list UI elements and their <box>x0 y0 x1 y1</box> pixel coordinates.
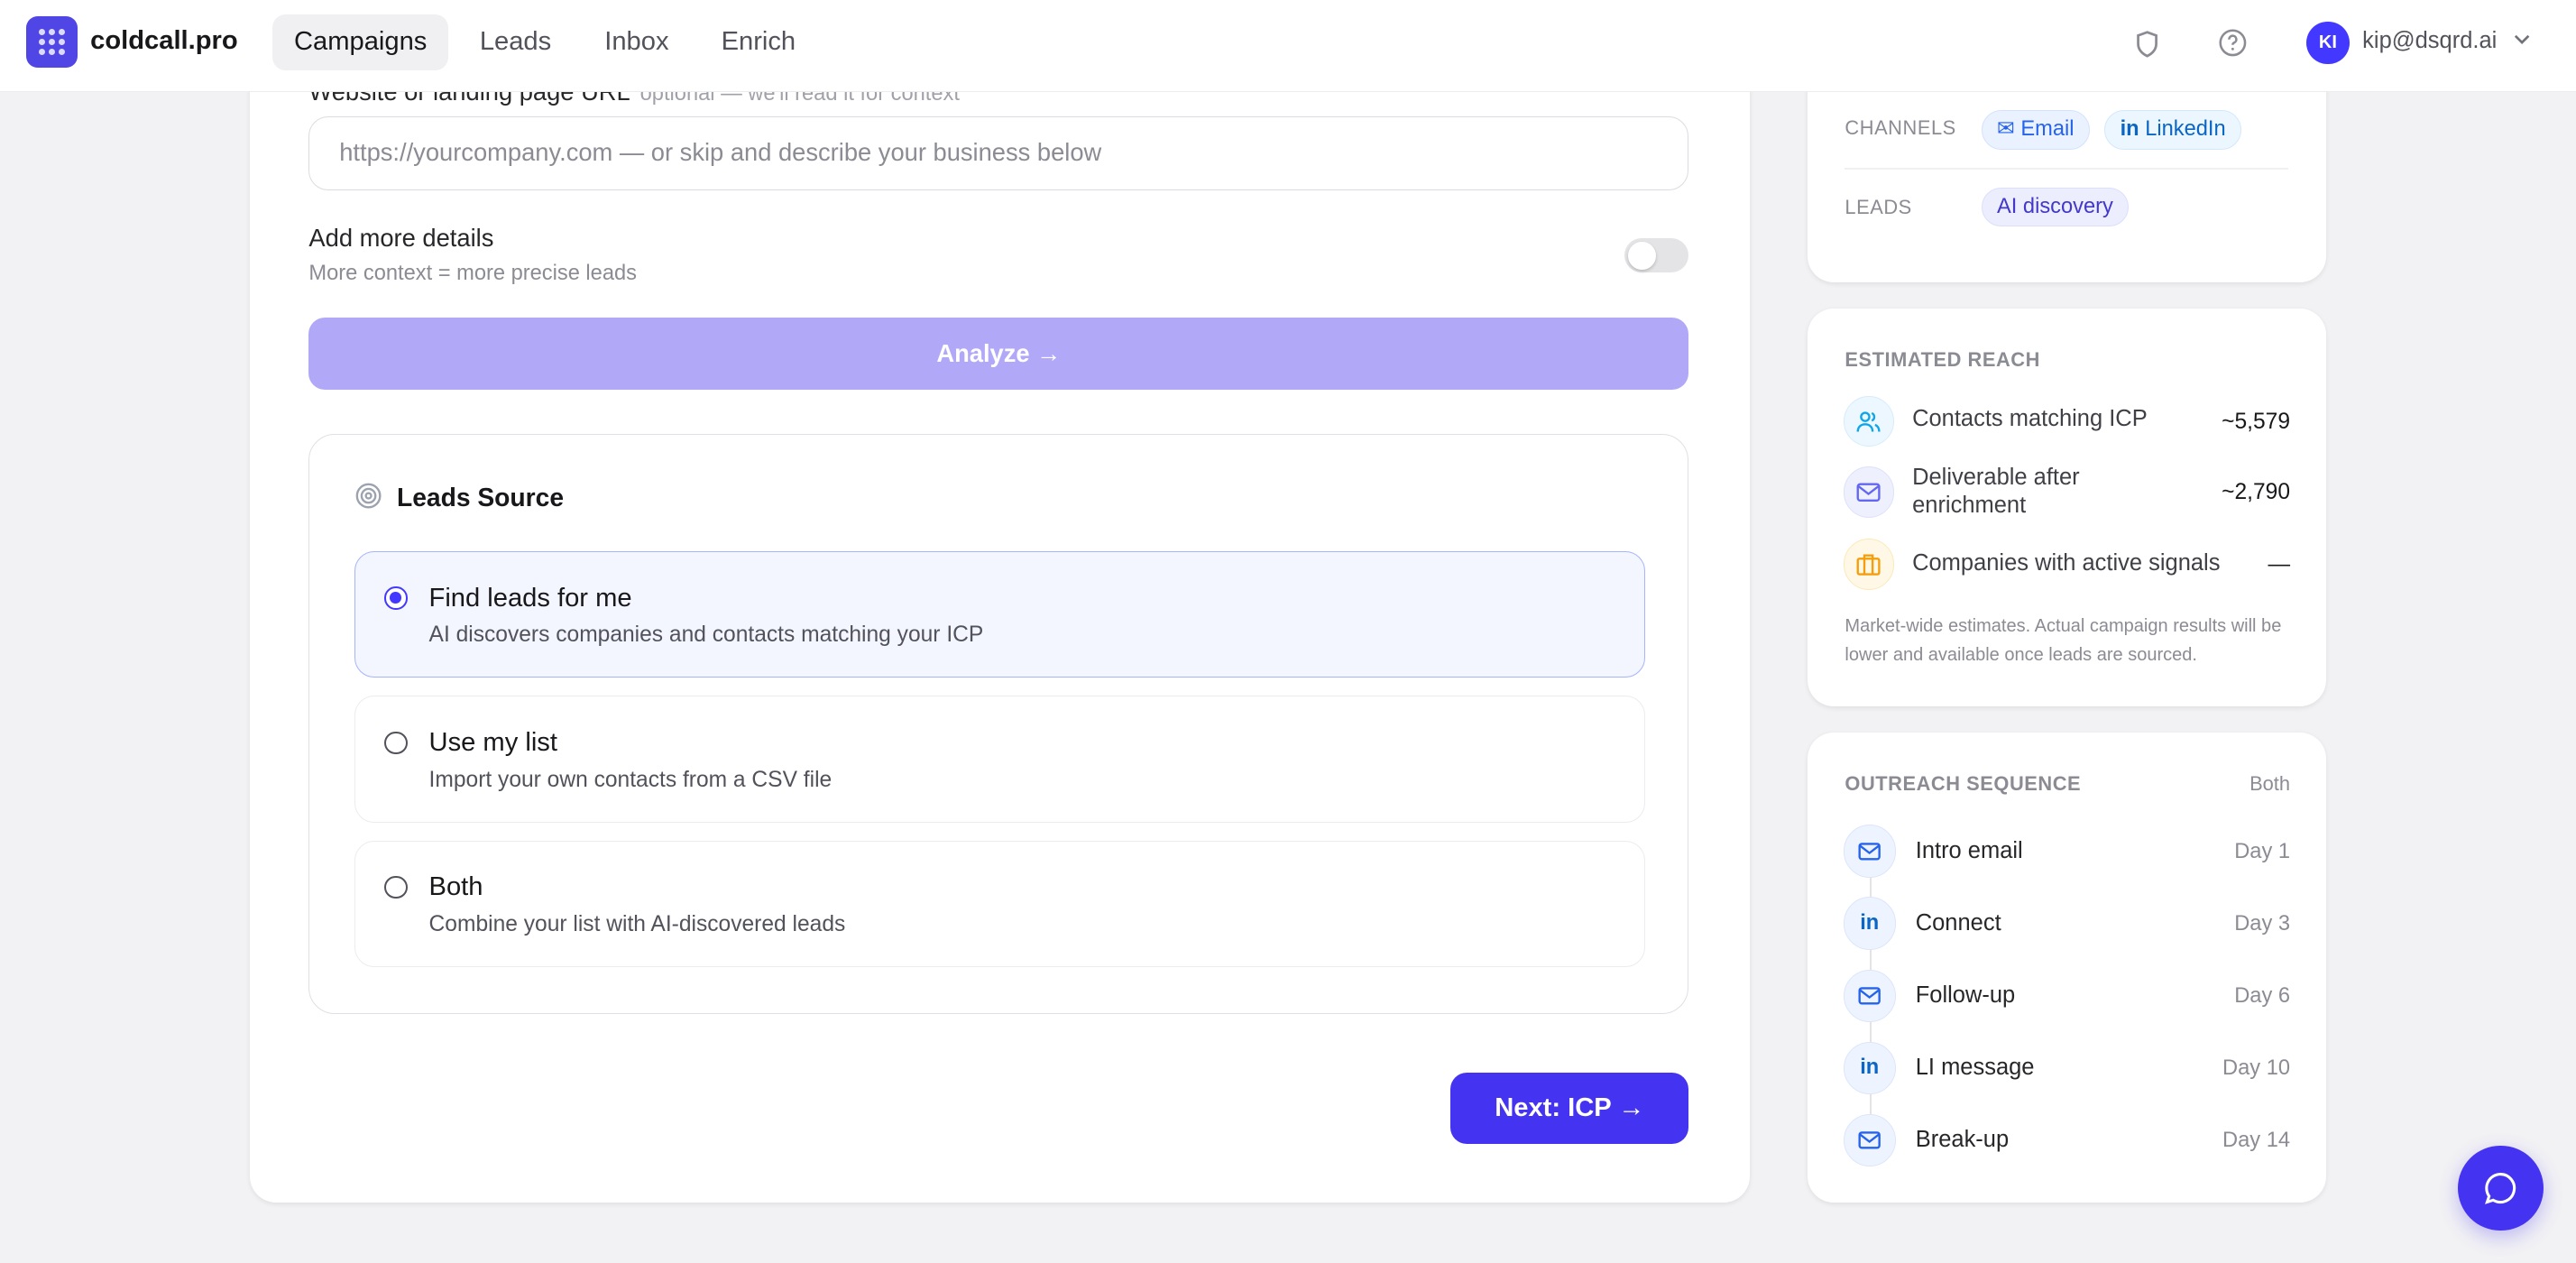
linkedin-icon: in <box>1843 1041 1896 1095</box>
chip-linkedin: in LinkedIn <box>2104 110 2242 150</box>
sequence-step-label: Break-up <box>1915 1127 2010 1153</box>
leads-source-title: Leads Source <box>396 482 565 512</box>
sequence-step-label: Intro email <box>1915 837 2023 863</box>
option-use-my-list[interactable]: Use my list Import your own contacts from… <box>354 696 1646 823</box>
briefcase-icon <box>1843 539 1895 590</box>
chip-email: ✉ Email <box>1981 110 2090 150</box>
nav-enrich[interactable]: Enrich <box>721 27 796 57</box>
sequence-step-day: Day 14 <box>2222 1129 2291 1153</box>
option-find-leads[interactable]: Find leads for me AI discovers companies … <box>354 551 1646 678</box>
sequence-step-label: Follow-up <box>1915 982 2016 1009</box>
mail-icon <box>1843 969 1896 1022</box>
details-sub: More context = more precise leads <box>308 261 637 285</box>
linkedin-icon: in <box>2120 117 2139 142</box>
reach-label: Companies with active signals <box>1912 550 2221 576</box>
sequence-step-day: Day 1 <box>2234 839 2291 863</box>
avatar[interactable]: KI <box>2306 21 2350 65</box>
reach-value: ~2,790 <box>2222 479 2291 504</box>
chevron-down-icon[interactable] <box>2514 34 2530 46</box>
estimated-reach-card: ESTIMATED REACH Contacts matching ICP ~5… <box>1807 309 2327 707</box>
reach-label: Deliverable after enrichment <box>1912 464 2080 518</box>
user-email[interactable]: kip@dsqrd.ai <box>2362 27 2498 53</box>
shield-icon[interactable] <box>2134 30 2160 60</box>
option-title: Find leads for me <box>428 583 632 613</box>
users-icon <box>1843 395 1895 447</box>
leads-source-panel: Leads Source Find leads for me AI discove… <box>308 433 1689 1014</box>
option-both[interactable]: Both Combine your list with AI-discovered… <box>354 840 1646 967</box>
next-icp-button[interactable]: Next: ICP → <box>1450 1073 1689 1144</box>
divider <box>1845 167 2289 170</box>
help-icon[interactable] <box>2218 28 2248 58</box>
option-title: Use my list <box>428 728 557 758</box>
sequence-step-day: Day 10 <box>2222 1056 2291 1081</box>
reach-title: ESTIMATED REACH <box>1845 348 2040 372</box>
option-title: Both <box>428 872 483 902</box>
linkedin-icon: in <box>1843 897 1896 950</box>
analyze-button[interactable]: Analyze → <box>308 317 1689 390</box>
mail-icon <box>1843 825 1896 878</box>
nav-inbox[interactable]: Inbox <box>604 27 669 57</box>
sequence-title: OUTREACH SEQUENCE <box>1845 772 2082 796</box>
reach-label: Contacts matching ICP <box>1912 405 2148 431</box>
sequence-step-day: Day 6 <box>2234 984 2291 1009</box>
radio-selected[interactable] <box>384 586 408 610</box>
outreach-sequence-card: OUTREACH SEQUENCE Both Intro email Day 1… <box>1807 733 2327 1203</box>
details-toggle[interactable] <box>1624 238 1689 273</box>
nav-campaigns[interactable]: Campaigns <box>272 14 449 71</box>
option-desc: AI discovers companies and contacts matc… <box>428 622 984 648</box>
leads-label: LEADS <box>1845 195 1912 218</box>
nav-leads[interactable]: Leads <box>479 27 552 57</box>
reach-note: Market-wide estimates. Actual campaign r… <box>1845 615 2282 666</box>
mail-icon <box>1843 1113 1896 1167</box>
reach-value: — <box>2268 551 2291 576</box>
sequence-mode: Both <box>2249 772 2291 796</box>
chip-label: Email <box>2020 117 2075 142</box>
option-desc: Import your own contacts from a CSV file <box>428 767 833 792</box>
target-icon <box>356 483 382 509</box>
sequence-step-day: Day 3 <box>2234 911 2291 936</box>
chip-ai-discovery: AI discovery <box>1981 187 2130 227</box>
chat-icon <box>2485 1172 2516 1204</box>
radio[interactable] <box>384 875 408 899</box>
channels-label: CHANNELS <box>1845 116 1956 140</box>
mail-icon <box>1843 466 1895 518</box>
chip-label: LinkedIn <box>2145 117 2226 142</box>
sequence-step-label: LI message <box>1915 1055 2035 1081</box>
top-nav: coldcall.pro Campaigns Leads Inbox Enric… <box>0 0 2576 92</box>
chat-button[interactable] <box>2457 1145 2544 1231</box>
reach-value: ~5,579 <box>2222 409 2291 434</box>
url-input[interactable]: https://yourcompany.com — or skip and de… <box>308 116 1689 191</box>
radio[interactable] <box>384 731 408 755</box>
sequence-step-label: Connect <box>1915 910 2001 936</box>
option-desc: Combine your list with AI-discovered lea… <box>428 912 846 937</box>
logo-icon[interactable] <box>26 16 78 68</box>
details-label: Add more details <box>308 223 494 252</box>
brand-name[interactable]: coldcall.pro <box>90 26 238 56</box>
